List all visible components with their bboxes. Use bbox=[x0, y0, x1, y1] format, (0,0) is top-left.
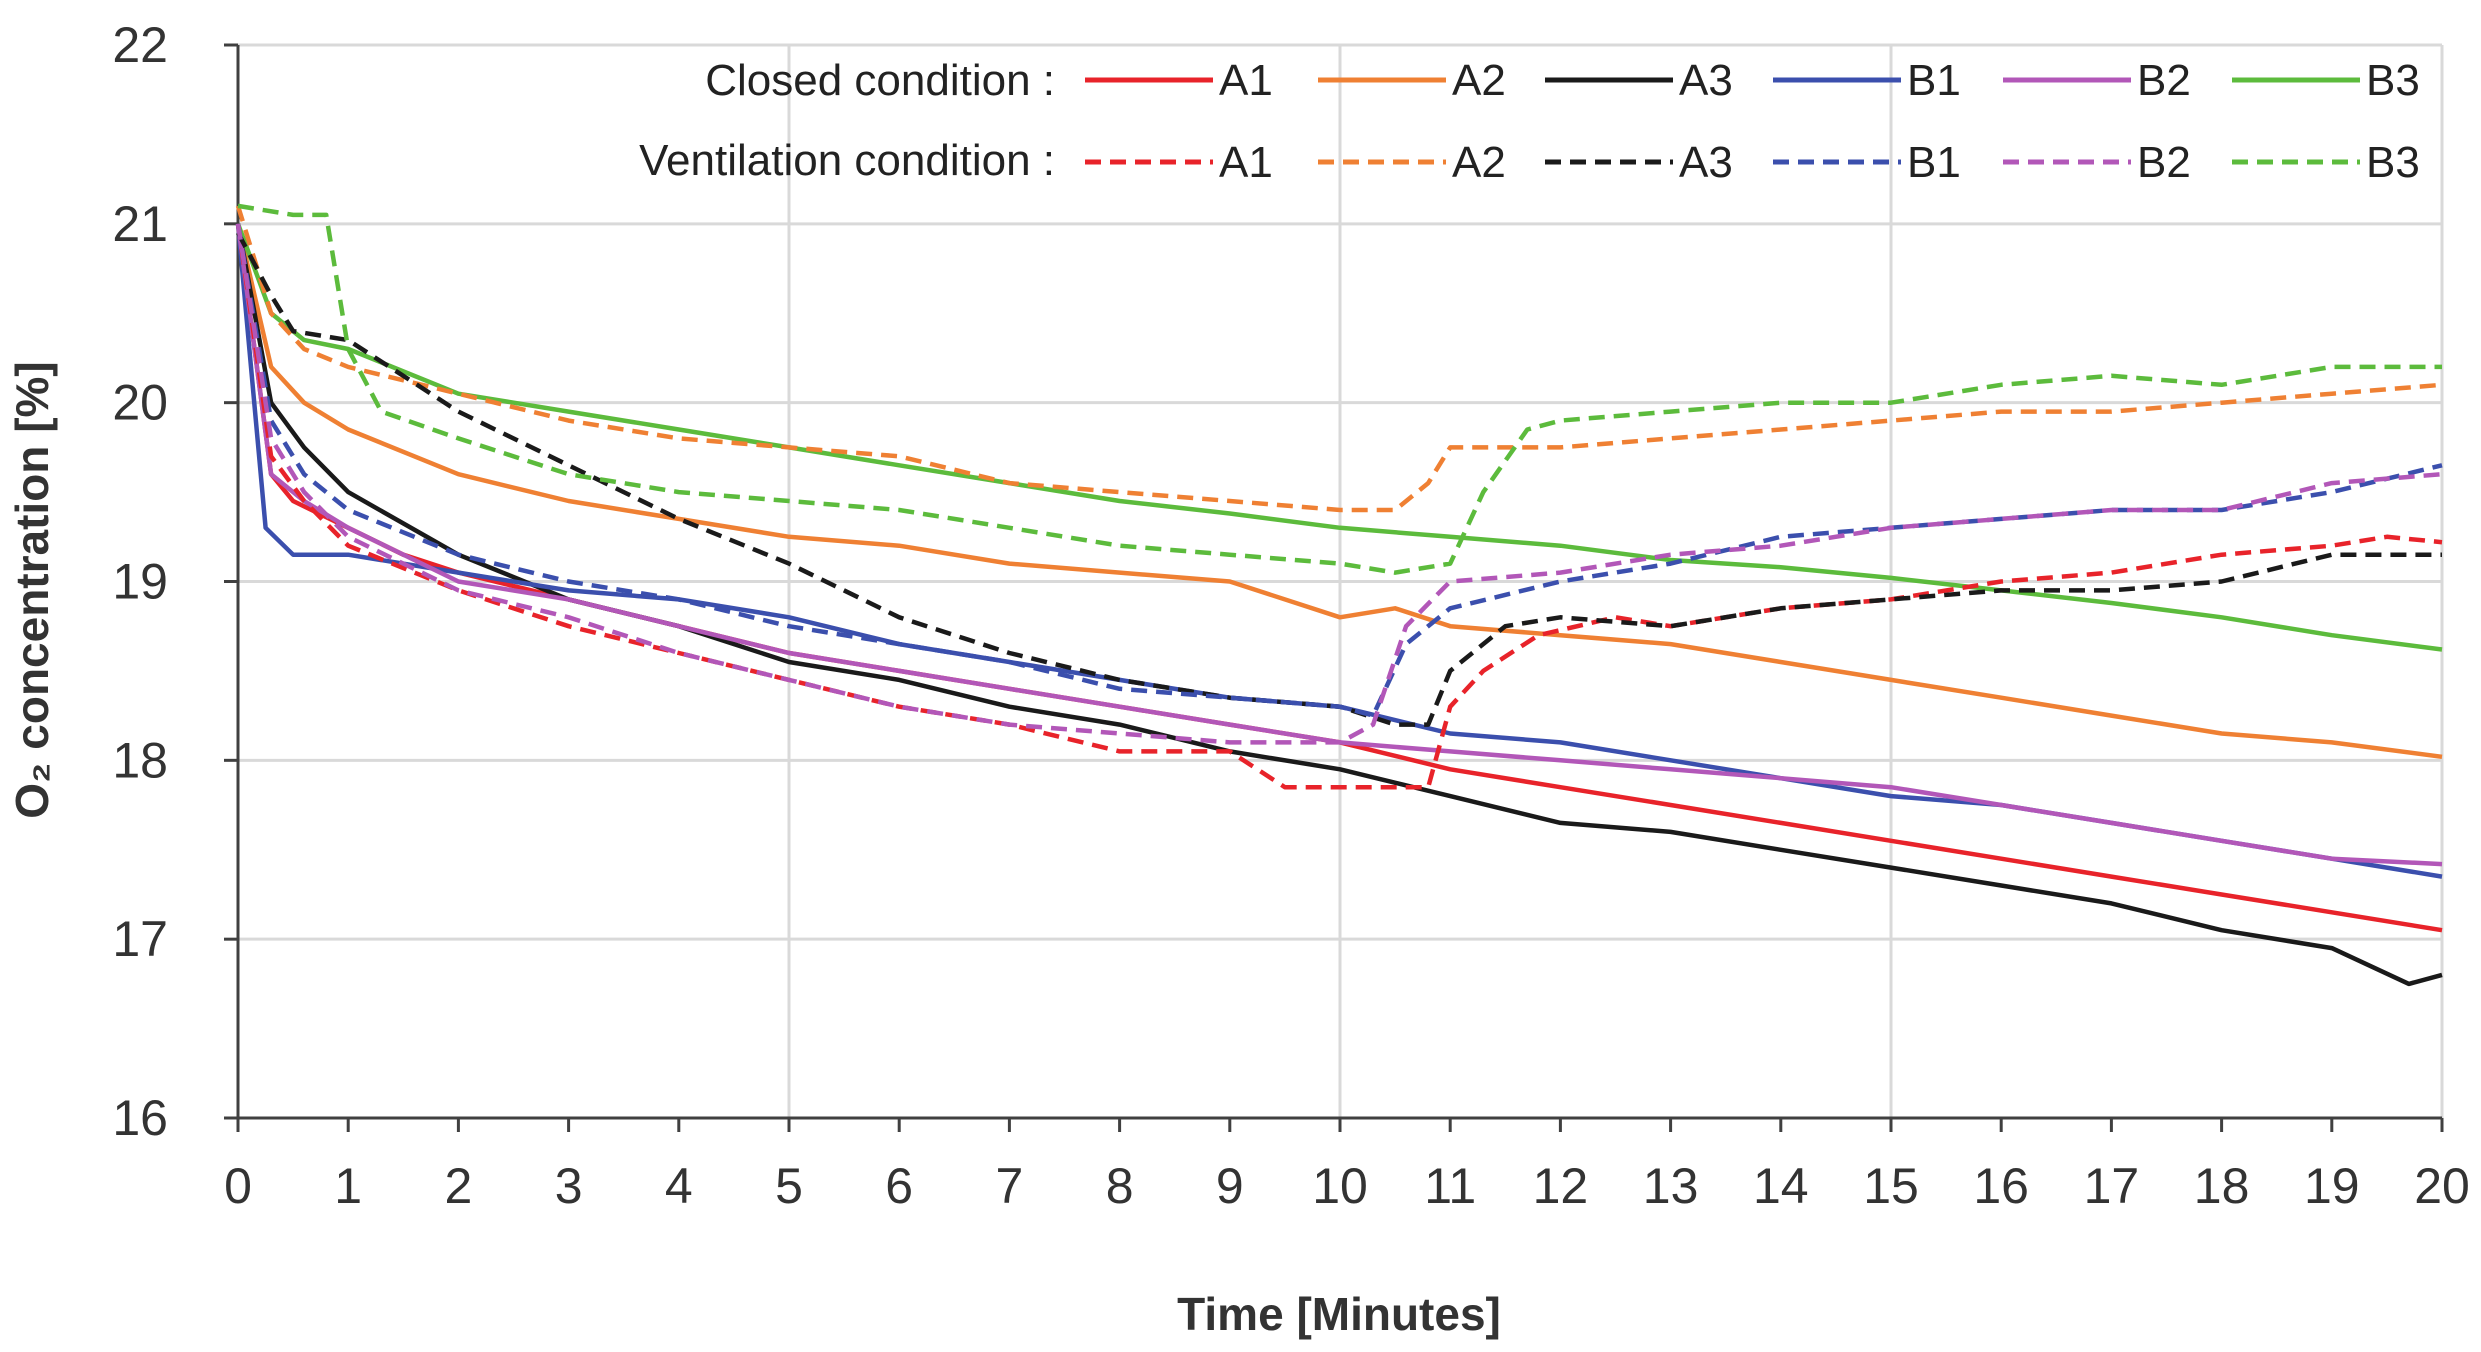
grid bbox=[238, 43, 2444, 1118]
legend-ventilation-label: Ventilation condition : bbox=[639, 136, 1055, 185]
x-tick-label: 3 bbox=[555, 1158, 583, 1214]
x-tick-label: 1 bbox=[334, 1158, 362, 1214]
x-axis-title: Time [Minutes] bbox=[1177, 1288, 1501, 1340]
x-tick-label: 12 bbox=[1533, 1158, 1589, 1214]
legend-label-ventilation-a3: A3 bbox=[1679, 138, 1733, 187]
legend-label-closed-b2: B2 bbox=[2137, 56, 2191, 105]
legend-label-closed-a3: A3 bbox=[1679, 56, 1733, 105]
x-tick-label: 14 bbox=[1753, 1158, 1809, 1214]
y-tick-label: 16 bbox=[112, 1090, 168, 1146]
x-tick-label: 17 bbox=[2084, 1158, 2140, 1214]
x-tick-label: 11 bbox=[1424, 1158, 1476, 1214]
legend-label-closed-b3: B3 bbox=[2366, 56, 2420, 105]
x-tick-label: 16 bbox=[1973, 1158, 2029, 1214]
x-tick-label: 19 bbox=[2304, 1158, 2360, 1214]
legend-label-ventilation-b3: B3 bbox=[2366, 138, 2420, 187]
x-tick-label: 18 bbox=[2194, 1158, 2250, 1214]
legend-label-ventilation-b1: B1 bbox=[1907, 138, 1961, 187]
legend-label-ventilation-a1: A1 bbox=[1219, 138, 1273, 187]
y-tick-label: 19 bbox=[112, 554, 168, 610]
y-tick-label: 21 bbox=[112, 196, 168, 252]
series-line-closed-b3 bbox=[235, 223, 2443, 652]
x-tick-label: 0 bbox=[224, 1158, 252, 1214]
legend-label-closed-b1: B1 bbox=[1907, 56, 1961, 105]
y-tick-label: 17 bbox=[112, 911, 168, 967]
x-tick-label: 6 bbox=[885, 1158, 913, 1214]
x-tick-label: 15 bbox=[1863, 1158, 1919, 1214]
series-line-ventilation-a2 bbox=[235, 205, 2443, 513]
x-tick-label: 13 bbox=[1643, 1158, 1699, 1214]
x-tick-label: 10 bbox=[1312, 1158, 1368, 1214]
series-line-closed-a2 bbox=[235, 223, 2443, 760]
series-lines bbox=[235, 203, 2443, 987]
legend-label-ventilation-b2: B2 bbox=[2137, 138, 2191, 187]
y-tick-label: 18 bbox=[112, 732, 168, 788]
series-line-ventilation-b3 bbox=[237, 203, 2442, 575]
legend-label-ventilation-a2: A2 bbox=[1452, 138, 1506, 187]
legend-label-closed-a2: A2 bbox=[1452, 56, 1506, 105]
legend-closed-label: Closed condition : bbox=[705, 56, 1055, 105]
x-tick-label: 4 bbox=[665, 1158, 693, 1214]
x-tick-label: 9 bbox=[1216, 1158, 1244, 1214]
legend: Closed condition : Ventilation condition… bbox=[639, 56, 2420, 187]
legend-label-closed-a1: A1 bbox=[1219, 56, 1273, 105]
series-line-ventilation-b1 bbox=[235, 223, 2443, 718]
x-tick-label: 7 bbox=[995, 1158, 1023, 1214]
series-line-ventilation-a3 bbox=[236, 231, 2442, 727]
series-line-closed-b2 bbox=[235, 223, 2443, 867]
x-tick-label: 2 bbox=[444, 1158, 472, 1214]
y-axis-title: O₂ concentration [%] bbox=[6, 361, 58, 818]
x-tick-label: 5 bbox=[775, 1158, 803, 1214]
series-line-ventilation-a1 bbox=[235, 223, 2443, 790]
series-line-ventilation-b2 bbox=[235, 223, 2443, 745]
y-tick-label: 22 bbox=[112, 17, 168, 73]
x-tick-label: 8 bbox=[1106, 1158, 1134, 1214]
x-tick-label: 20 bbox=[2414, 1158, 2470, 1214]
y-tick-label: 20 bbox=[112, 375, 168, 431]
series-line-closed-a3 bbox=[235, 223, 2443, 987]
